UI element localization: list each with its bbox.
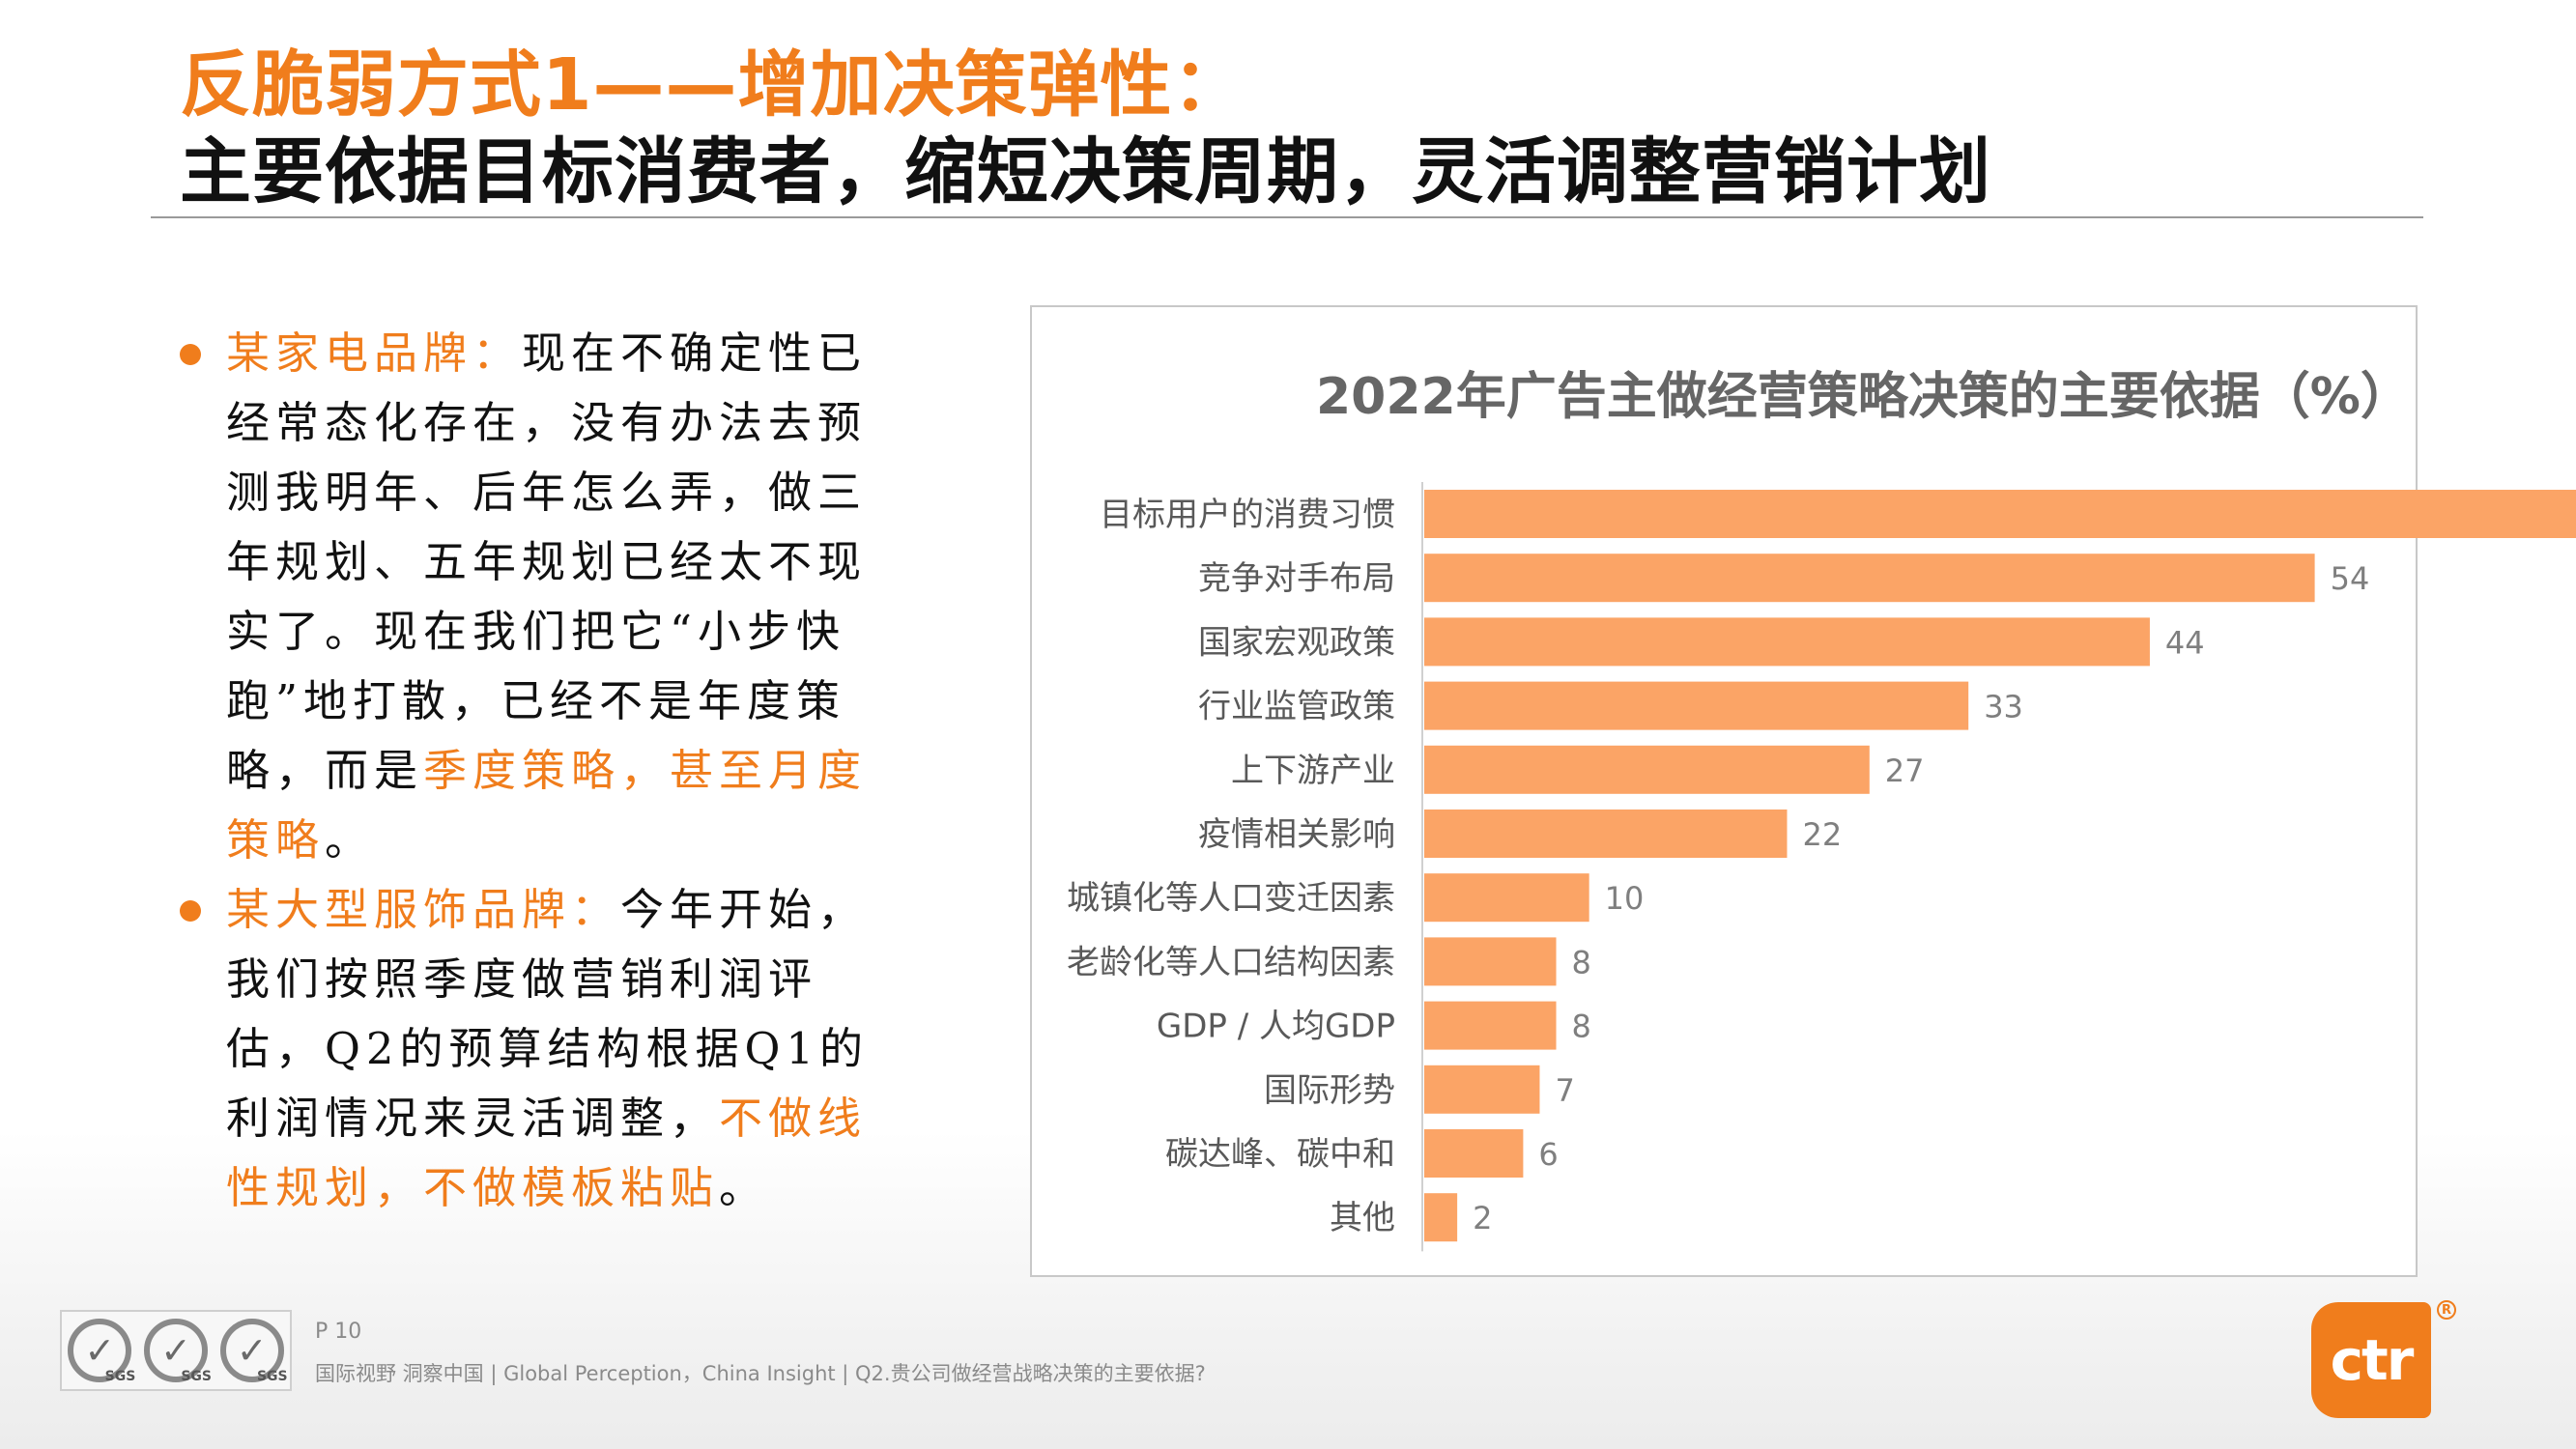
quote-text-2: 今年开始，我们按照季度做营销利润评估，Q2的预算结构根据Q1的利润情况来灵活调整… <box>226 884 870 1144</box>
chart-bar <box>1424 554 2315 603</box>
chart-bar <box>1424 810 1788 858</box>
chart-value-label: 33 <box>1984 689 2023 725</box>
chart-bar <box>1424 873 1589 923</box>
quote-text-1: 现在不确定性已经常态化存在，没有办法去预测我明年、后年怎么弄，做三年规划、五年规… <box>226 327 868 796</box>
quote-paragraph-1: 某家电品牌：现在不确定性已经常态化存在，没有办法去预测我明年、后年怎么弄，做三年… <box>184 319 899 875</box>
chart-category-label: 行业监管政策 <box>1198 688 1395 726</box>
chart-value-label: 27 <box>1885 753 1925 789</box>
chart-bar <box>1424 681 1969 730</box>
bullet-dot-icon <box>180 344 201 365</box>
chart-value-label: 22 <box>1802 816 1842 853</box>
chart-value-label: 10 <box>1605 880 1645 917</box>
chart-category-label: 目标用户的消费习惯 <box>1100 496 1395 534</box>
sgs-seal-icon: ✓ SGS <box>219 1319 288 1384</box>
chart-category-label: 城镇化等人口变迁因素 <box>1067 879 1395 918</box>
chart-category-label: 竞争对手布局 <box>1198 559 1395 598</box>
footer-caption: 国际视野 洞察中国 | Global Perception，China Insi… <box>315 1362 1206 1385</box>
ctr-logo: ctr <box>2311 1302 2431 1418</box>
registered-mark-icon: R <box>2437 1300 2456 1320</box>
chart-value-label: 8 <box>1572 944 1591 980</box>
chart-category-label: 上下游产业 <box>1231 752 1395 790</box>
chart-bar <box>1424 617 2150 667</box>
quote-brand-1: 某家电品牌： <box>226 327 523 379</box>
quote-bullet-2: 某大型服饰品牌：今年开始，我们按照季度做营销利润评估，Q2的预算结构根据Q1的利… <box>180 875 899 1223</box>
chart-category-label: 疫情相关影响 <box>1198 815 1395 854</box>
chart-category-label: 国际形势 <box>1264 1071 1395 1110</box>
chart-bar <box>1424 1193 1458 1242</box>
chart-value-label: 2 <box>1473 1200 1492 1236</box>
sgs-seal-icon: ✓ SGS <box>68 1319 135 1384</box>
chart-value-label: 44 <box>2165 624 2205 661</box>
chart-bar <box>1424 1065 1540 1114</box>
title-divider <box>151 216 2423 218</box>
quote-highlight-1: 季度策略，甚至月度策略 <box>226 745 868 866</box>
quote-bullet-1: 某家电品牌：现在不确定性已经常态化存在，没有办法去预测我明年、后年怎么弄，做三年… <box>180 319 899 875</box>
bullet-dot-icon <box>180 900 201 922</box>
chart-bar <box>1424 1001 1557 1050</box>
chart-category-label: GDP / 人均GDP <box>1157 1008 1395 1046</box>
quote-brand-2: 某大型服饰品牌： <box>226 884 621 935</box>
certification-seals: ✓ SGS ✓ SGS ✓ SGS <box>60 1310 292 1391</box>
chart-bar <box>1424 490 2576 538</box>
quote-tail-2: 。 <box>719 1162 769 1213</box>
chart-category-label: 国家宏观政策 <box>1198 623 1395 662</box>
page-title-line1: 反脆弱方式1——增加决策弹性： <box>180 43 1245 127</box>
chart-category-label: 其他 <box>1330 1199 1395 1237</box>
chart-bar <box>1424 1129 1524 1178</box>
page-number: P 10 <box>315 1320 362 1344</box>
quote-tail-1: 。 <box>325 814 375 866</box>
chart-value-label: 8 <box>1572 1009 1591 1045</box>
chart-bar <box>1424 937 1557 986</box>
chart-value-label: 7 <box>1555 1072 1574 1109</box>
chart-bar <box>1424 745 1870 794</box>
chart-value-label: 54 <box>2331 560 2370 597</box>
chart-value-label: 6 <box>1538 1136 1558 1173</box>
page-title-line2: 主要依据目标消费者，缩短决策周期，灵活调整营销计划 <box>180 130 1991 213</box>
quote-paragraph-2: 某大型服饰品牌：今年开始，我们按照季度做营销利润评估，Q2的预算结构根据Q1的利… <box>184 875 899 1223</box>
chart-title: 2022年广告主做经营策略决策的主要依据（%） <box>1316 368 2411 426</box>
quote-highlight-2: 不做线性规划，不做模板粘贴 <box>226 1093 868 1213</box>
chart-category-label: 老龄化等人口结构因素 <box>1067 943 1395 981</box>
sgs-seal-icon: ✓ SGS <box>143 1319 212 1384</box>
chart-category-label: 碳达峰、碳中和 <box>1165 1135 1395 1174</box>
